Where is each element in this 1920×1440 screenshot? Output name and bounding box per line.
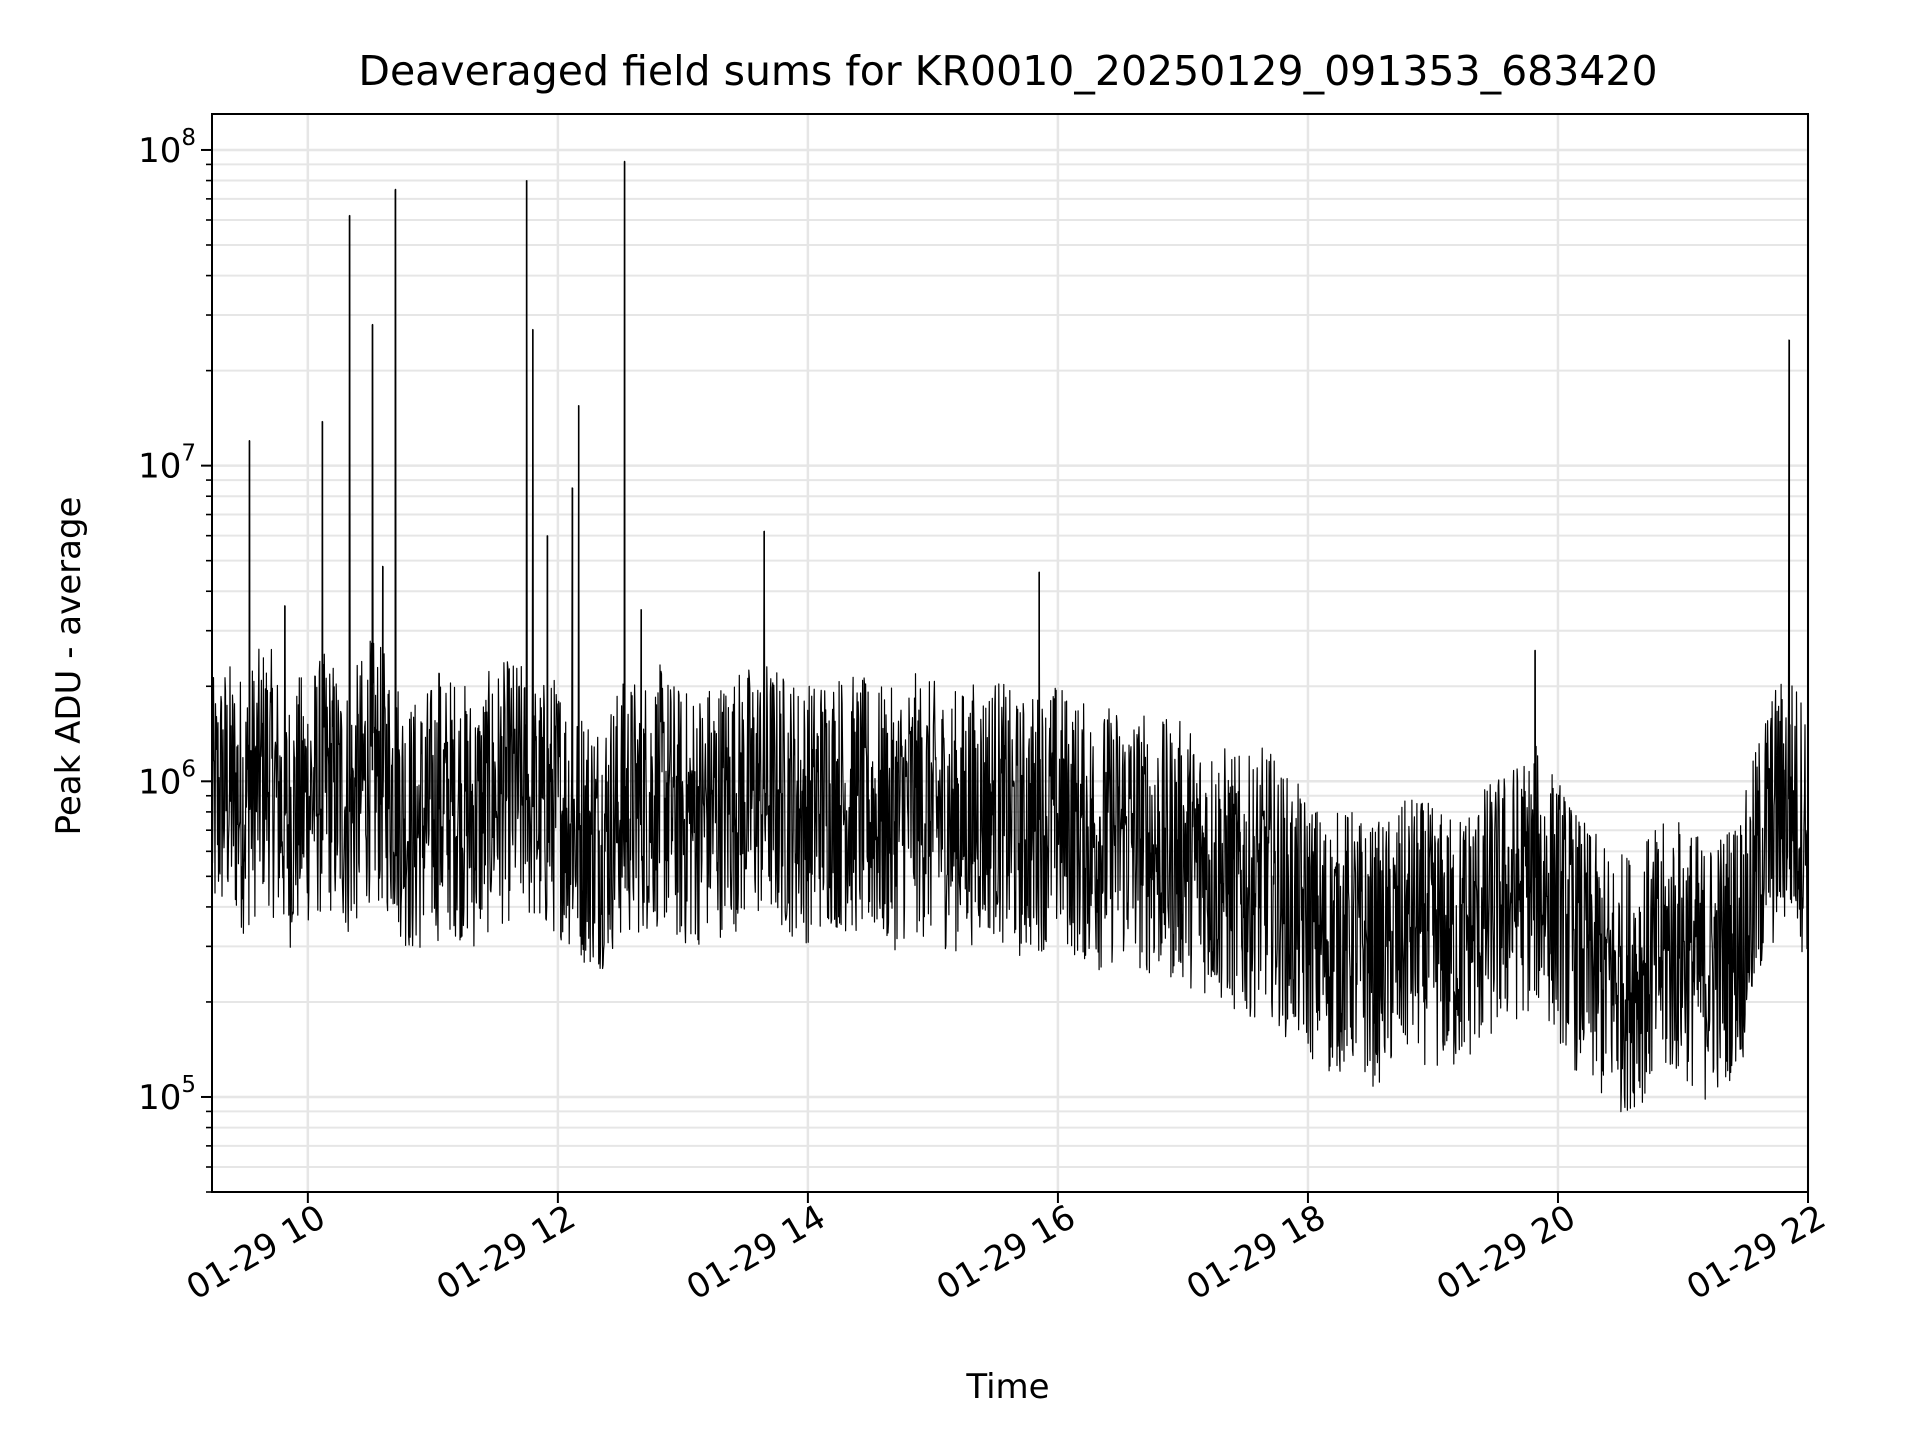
y-tick-label-base: 10 [138, 447, 181, 487]
y-tick-label-base: 10 [138, 1078, 181, 1118]
data-layer [211, 160, 1809, 1113]
y-tick-label: 105 [138, 1072, 196, 1118]
series-line [211, 160, 1809, 1113]
y-tick-label: 106 [138, 756, 196, 802]
y-tick-label-exponent: 6 [181, 756, 196, 782]
y-tick-label-exponent: 5 [181, 1072, 196, 1098]
x-axis-label: Time [965, 1367, 1049, 1407]
y-tick-label-exponent: 7 [181, 441, 196, 467]
chart-title: Deaveraged field sums for KR0010_2025012… [358, 47, 1657, 95]
y-tick-label: 107 [138, 441, 196, 487]
y-tick-label-base: 10 [138, 762, 181, 802]
y-tick-label: 108 [138, 125, 196, 171]
y-tick-label-base: 10 [138, 131, 181, 171]
plot-frame [211, 113, 1809, 1193]
y-axis-label: Peak ADU - average [49, 497, 89, 836]
y-tick-label-exponent: 8 [181, 125, 196, 151]
